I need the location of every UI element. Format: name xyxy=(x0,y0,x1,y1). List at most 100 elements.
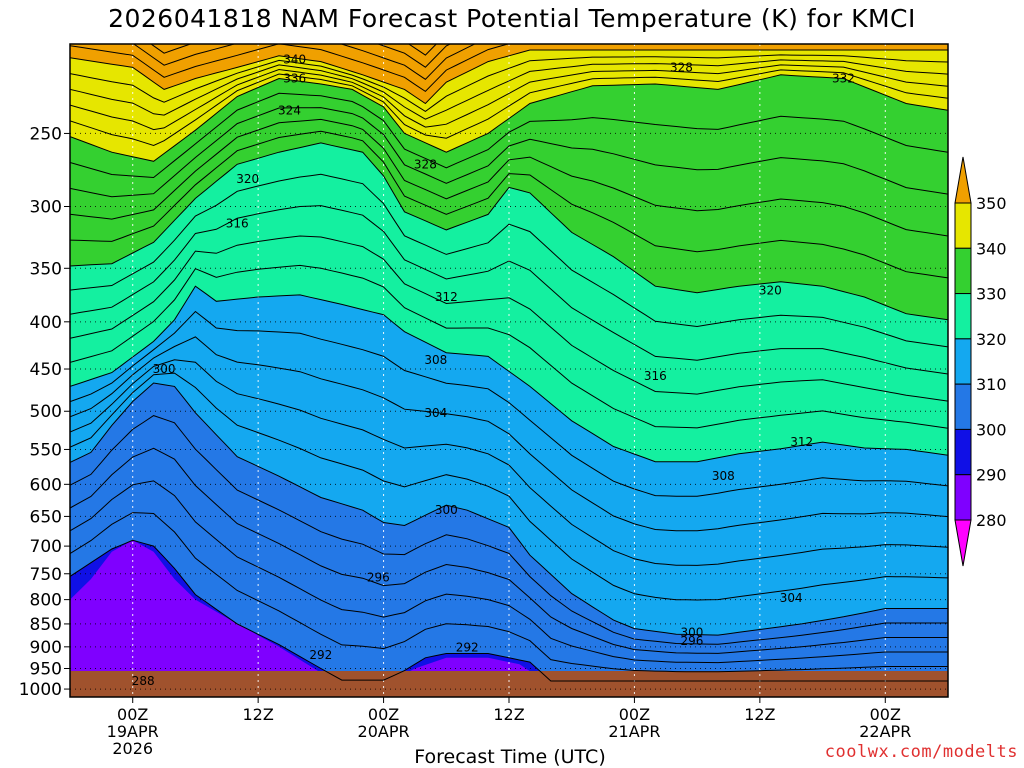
contour-label: 300 xyxy=(435,503,458,517)
x-tick-label: 12Z xyxy=(744,705,775,724)
colorbar-segment xyxy=(954,293,972,340)
contour-label: 324 xyxy=(278,103,301,117)
colorbar-segment xyxy=(954,474,972,521)
contour-labels: 340 336 328 332 324 328 320 316 312 320 308 300 316 3… xyxy=(132,53,855,688)
contour-line xyxy=(70,264,948,429)
colorbar-label: 290 xyxy=(976,466,1007,485)
x-tick-date: 21APR xyxy=(608,722,660,741)
colorbar-label: 280 xyxy=(976,511,1007,530)
colorbar-label: 350 xyxy=(976,194,1007,213)
contour-line xyxy=(70,382,948,636)
colorbar-segment xyxy=(954,383,972,430)
contour-label: 308 xyxy=(424,353,447,367)
contour-line xyxy=(70,69,948,147)
x-tick-date: 22APR xyxy=(859,722,911,741)
x-tick-label: 00Z xyxy=(368,705,399,724)
contour-line xyxy=(70,372,948,601)
y-tick-label: 450 xyxy=(30,360,62,380)
contour-label: 336 xyxy=(283,72,306,86)
x-axis-label: Forecast Time (UTC) xyxy=(414,746,606,768)
contour-line xyxy=(132,44,476,80)
contour-line xyxy=(70,74,948,162)
contour-line xyxy=(70,480,948,664)
colorbar-segment xyxy=(954,247,972,295)
contour-label: 292 xyxy=(309,648,332,662)
contour-line xyxy=(70,64,948,131)
contour-label: 316 xyxy=(226,217,249,231)
x-tick-label: 00Z xyxy=(619,705,650,724)
contour-line xyxy=(70,54,948,113)
colorbar-label: 330 xyxy=(976,285,1007,304)
contour-line xyxy=(70,285,948,463)
colorbar: 350 340 330 320 310 300 290 280 xyxy=(954,156,1007,567)
x-tick-date: 19APR xyxy=(107,722,159,741)
y-tick-label: 900 xyxy=(30,638,62,658)
y-tick-label: 250 xyxy=(30,124,62,144)
y-tick-label: 550 xyxy=(30,440,62,460)
y-tick-label: 600 xyxy=(30,475,62,495)
contour-label: 320 xyxy=(759,284,782,298)
contour-line xyxy=(70,142,948,321)
contour-line xyxy=(70,59,948,120)
y-tick-label: 650 xyxy=(30,507,62,527)
contour-line xyxy=(70,44,510,93)
contour-line xyxy=(70,310,948,497)
contour-line xyxy=(70,235,948,402)
colorbar-over-triangle xyxy=(954,156,972,204)
contour-lines xyxy=(70,44,948,682)
colorbar-label: 300 xyxy=(976,420,1007,439)
contour-line xyxy=(70,336,948,532)
contour-label: 300 xyxy=(153,362,176,376)
contour-label: 340 xyxy=(283,53,306,67)
colorbar-label: 320 xyxy=(976,330,1007,349)
contour-line xyxy=(70,415,948,645)
x-tick-label: 00Z xyxy=(870,705,901,724)
y-tick-label: 950 xyxy=(30,660,62,680)
contour-label: 328 xyxy=(670,60,693,74)
contour-label: 320 xyxy=(236,172,259,186)
x-tick-label: 00Z xyxy=(117,705,148,724)
contour-line xyxy=(70,512,948,673)
contour-label: 312 xyxy=(790,435,813,449)
contour-line xyxy=(70,173,948,348)
contour-label: 292 xyxy=(456,641,479,655)
colorbar-segment xyxy=(954,428,972,476)
y-tick-label: 1000 xyxy=(19,680,62,700)
contour-line xyxy=(70,447,948,654)
contour-line xyxy=(70,539,948,682)
y-tick-label: 300 xyxy=(30,198,62,218)
contour-line xyxy=(70,359,948,566)
contour-label: 332 xyxy=(832,72,855,86)
contour-label: 308 xyxy=(712,469,735,483)
y-tick-label: 750 xyxy=(30,565,62,585)
contour-label: 312 xyxy=(435,290,458,304)
colorbar-under-triangle xyxy=(954,519,972,567)
y-tick-label: 350 xyxy=(30,259,62,279)
colorbar-label: 310 xyxy=(976,375,1007,394)
chart-title: 2026041818 NAM Forecast Potential Temper… xyxy=(108,4,916,33)
contour-label: 316 xyxy=(644,369,667,383)
y-axis: 250 300 350 400 450 500 550 600 650 700 750 800 850 9… xyxy=(19,124,70,700)
contour-line xyxy=(70,118,948,237)
band-below-300k xyxy=(70,383,948,697)
contour-label: 300 xyxy=(680,625,703,639)
contour-label: 296 xyxy=(367,570,390,584)
colorbar-label: 340 xyxy=(976,239,1007,258)
contour-line xyxy=(70,130,948,279)
contour-line xyxy=(70,49,948,105)
y-tick-label: 850 xyxy=(30,615,62,635)
contour-line xyxy=(70,107,948,198)
contour-label: 304 xyxy=(780,591,803,605)
y-tick-label: 400 xyxy=(30,313,62,333)
contour-label: 296 xyxy=(680,634,703,648)
band-280-pocket-1 xyxy=(70,540,321,685)
y-tick-label: 500 xyxy=(30,402,62,422)
x-tick-label: 12Z xyxy=(493,705,524,724)
contour-label: 288 xyxy=(132,674,155,688)
y-tick-label: 800 xyxy=(30,591,62,611)
y-tick-label: 700 xyxy=(30,537,62,557)
contour-label: 304 xyxy=(424,406,447,420)
x-tick-year: 2026 xyxy=(112,739,153,758)
x-tick-date: 20APR xyxy=(358,722,410,741)
